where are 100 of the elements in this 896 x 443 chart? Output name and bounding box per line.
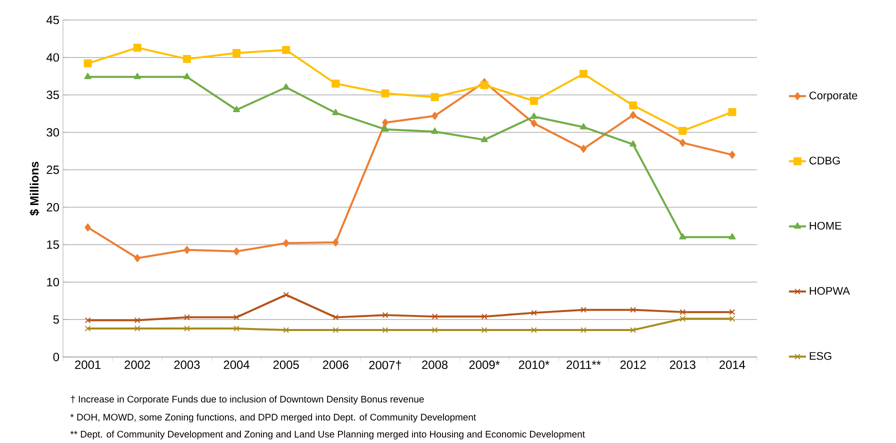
point [480, 136, 488, 142]
text: ** Dept. of Community Development and Zoning and Land Use Planning merged into Housing and Economic Development [70, 430, 585, 440]
point [530, 327, 537, 334]
point [84, 223, 91, 232]
point [332, 314, 339, 320]
text: † Increase in Corporate Funds due to inclusion of Downtown Density Bonus revenue [70, 396, 424, 404]
x-tick-label: 2004 [224, 360, 250, 369]
point [332, 238, 339, 246]
y-tick-label: 45 [46, 16, 59, 24]
x-tick-label: 2008 [422, 360, 448, 369]
point [430, 93, 439, 102]
point [728, 233, 736, 240]
point [234, 314, 240, 320]
point [232, 48, 241, 57]
point [332, 80, 340, 88]
y-tick-label: 20 [46, 202, 60, 212]
y-tick-label: 30 [46, 128, 60, 137]
x-tick-label: 2005 [273, 360, 299, 369]
point [332, 327, 339, 334]
x-tick-label: 2009* [469, 360, 500, 369]
point [84, 317, 91, 324]
x-tick-label: 2002 [124, 360, 150, 369]
point [530, 119, 538, 128]
point [480, 81, 488, 90]
point [183, 72, 190, 80]
point [481, 327, 488, 334]
point [282, 239, 290, 248]
point [680, 316, 686, 322]
point [431, 128, 438, 134]
text: * DOH, MOWD, some Zoning functions, and DPD merged into Dept. of Community Development [70, 414, 476, 422]
point [282, 83, 290, 90]
point [729, 316, 736, 322]
x-tick-label: 2010* [518, 360, 550, 369]
legend-label: ESG [810, 352, 832, 360]
x-tick-label: 2007† [369, 360, 402, 370]
point [630, 306, 636, 313]
point [233, 247, 240, 256]
point [680, 309, 686, 316]
legend-label: Corporate [810, 92, 858, 102]
point [283, 327, 290, 334]
point [184, 314, 190, 320]
point [728, 108, 736, 116]
point [729, 309, 736, 316]
y-tick-label: 35 [46, 90, 59, 100]
legend-label: CDBG [810, 156, 840, 164]
point [381, 89, 390, 98]
point [134, 317, 140, 324]
x-tick-label: 2011** [566, 360, 601, 369]
point [580, 144, 587, 153]
x-tick-label: 2013 [670, 360, 696, 369]
point [630, 140, 637, 147]
point [84, 59, 92, 68]
point [432, 314, 438, 320]
point [729, 150, 736, 159]
y-tick-label: 40 [46, 53, 60, 62]
point [382, 118, 388, 127]
point [184, 326, 190, 332]
point [530, 96, 538, 105]
point [580, 327, 586, 334]
point [630, 111, 636, 120]
legend-label: HOME [810, 222, 842, 230]
point [432, 327, 438, 334]
point [630, 327, 636, 334]
legend-label: HOPWA [810, 286, 850, 295]
point [234, 326, 240, 332]
point [382, 312, 388, 318]
point [432, 112, 438, 120]
point [134, 72, 141, 80]
point [184, 246, 190, 254]
x-tick-label: 2012 [620, 360, 646, 369]
point [580, 70, 588, 78]
point [182, 54, 191, 63]
point [530, 310, 537, 316]
point [84, 326, 91, 332]
point [84, 72, 92, 80]
point [481, 314, 488, 320]
point [282, 46, 290, 54]
point [382, 125, 389, 132]
point [629, 101, 638, 110]
y-axis-title: $ Millions [30, 162, 40, 216]
y-tick-label: 5 [53, 315, 59, 324]
point [134, 326, 140, 332]
point [679, 233, 686, 240]
x-tick-label: 2003 [174, 360, 200, 369]
y-tick-label: 10 [47, 278, 60, 286]
point [332, 108, 340, 116]
point [530, 112, 538, 119]
point [134, 254, 140, 262]
point [678, 126, 687, 135]
point [580, 306, 586, 313]
point [133, 44, 142, 52]
point [382, 327, 388, 334]
x-tick-label: 2001 [75, 360, 100, 369]
point [283, 292, 290, 298]
x-tick-label: 2006 [322, 360, 348, 369]
y-tick-label: 25 [46, 166, 59, 174]
point [680, 138, 686, 147]
y-tick-label: 15 [47, 240, 59, 249]
point [232, 106, 240, 112]
x-tick-label: 2014 [720, 360, 746, 369]
